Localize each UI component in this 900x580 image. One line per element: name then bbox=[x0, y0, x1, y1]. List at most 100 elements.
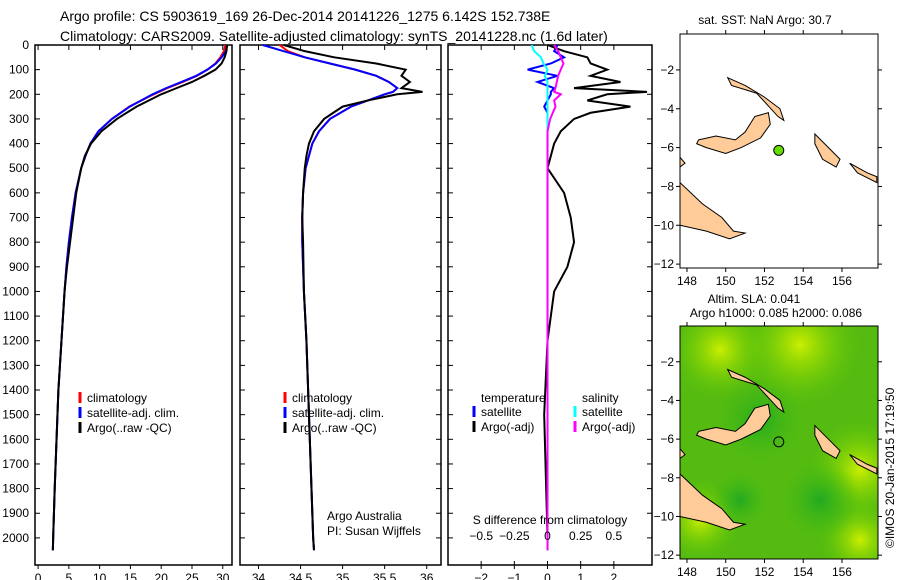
legend-label: satellite bbox=[582, 405, 623, 419]
legend-label: satellite-adj. clim. bbox=[292, 406, 384, 420]
map-frame bbox=[679, 33, 879, 269]
legend-label: climatology bbox=[87, 391, 147, 405]
y-tick-label: 900 bbox=[9, 260, 29, 274]
legend-label: satellite bbox=[481, 405, 522, 419]
x-tick-label: 0 bbox=[35, 571, 42, 580]
legend-title-salinity: salinity bbox=[582, 391, 619, 405]
y-tick-label: 0 bbox=[22, 38, 29, 52]
y-tick-label: 2000 bbox=[2, 531, 29, 545]
y-tick-label: −8 bbox=[660, 179, 674, 193]
x-tick-label-top: 0.5 bbox=[606, 529, 623, 543]
x-tick-label: 152 bbox=[754, 565, 774, 579]
land-polygon bbox=[726, 76, 785, 122]
x-tick-label: 156 bbox=[832, 274, 852, 288]
legend-label: Argo(..raw -QC) bbox=[87, 421, 172, 435]
y-tick-label: −8 bbox=[660, 471, 674, 485]
y-tick-label: 500 bbox=[9, 161, 29, 175]
legend-label: climatology bbox=[292, 391, 352, 405]
x-tick-label: 154 bbox=[793, 274, 813, 288]
series-line-satellite-adj-clim- bbox=[51, 44, 229, 551]
land-polygon bbox=[695, 112, 771, 154]
plot-frame bbox=[34, 44, 233, 566]
y-tick-label: 700 bbox=[9, 211, 29, 225]
x-tick-label: 150 bbox=[716, 565, 736, 579]
y-tick-label: −2 bbox=[660, 355, 674, 369]
y-tick-label: −10 bbox=[654, 509, 675, 523]
y-tick-label: 200 bbox=[9, 87, 29, 101]
x-tick-label: 15 bbox=[124, 571, 138, 580]
title-line-2: Climatology: CARS2009. Satellite-adjuste… bbox=[60, 28, 608, 44]
series-line-s-argo-adj- bbox=[546, 44, 565, 551]
land-polygon bbox=[695, 403, 771, 446]
land-polygon bbox=[726, 368, 785, 414]
land-polygon bbox=[849, 162, 878, 184]
y-tick-label: −10 bbox=[654, 218, 675, 232]
plot-frame bbox=[239, 44, 442, 566]
x-tick-label: 154 bbox=[793, 565, 813, 579]
temperature-panel: 051015202530temperature (deg C)010020030… bbox=[2, 38, 233, 580]
x-tick-label-top: 0.25 bbox=[569, 529, 593, 543]
y-tick-label: −12 bbox=[654, 548, 675, 562]
float-position-marker bbox=[773, 144, 785, 156]
legend-label: Argo(-adj) bbox=[481, 420, 534, 434]
y-tick-label: 1600 bbox=[2, 432, 29, 446]
land-polygon bbox=[680, 448, 686, 460]
legend-title-temperature: temperature bbox=[481, 391, 546, 405]
y-tick-label: −6 bbox=[660, 432, 674, 446]
x-tick-label: 5 bbox=[66, 571, 73, 580]
land-polygon bbox=[680, 181, 748, 240]
y-tick-label: 300 bbox=[9, 112, 29, 126]
y-tick-label: 600 bbox=[9, 186, 29, 200]
map-title-line-1: Altim. SLA: 0.041 bbox=[708, 292, 801, 306]
sla-map: 148 150 152 154 156 −2 −4 −6 −8 −10 −12 Altim. SLA:… bbox=[654, 292, 882, 579]
x-tick-label: 36 bbox=[420, 571, 434, 580]
x-tick-label: 34.5 bbox=[289, 571, 313, 580]
series-line-climatology bbox=[51, 44, 227, 551]
sla-low-patch bbox=[780, 460, 860, 540]
x-tick-label: 150 bbox=[716, 274, 736, 288]
map-title-line-2: Argo h1000: 0.085 h2000: 0.086 bbox=[690, 306, 862, 320]
y-tick-label: 1700 bbox=[2, 457, 29, 471]
difference-panel: −2−1012T difference from climatologytemp… bbox=[447, 44, 653, 580]
salinity-panel: 3434.53535.536salinityclimatologysatelli… bbox=[239, 44, 442, 580]
land-polygon bbox=[680, 156, 686, 168]
legend-label: Argo(-adj) bbox=[582, 420, 635, 434]
x-tick-label: 35 bbox=[336, 571, 350, 580]
y-tick-label: 800 bbox=[9, 235, 29, 249]
sst-map: 148 150 152 154 156 −2 −4 −6 −8 −10 −12 sat. SST: N… bbox=[654, 13, 882, 288]
series-line-climatology bbox=[278, 44, 399, 551]
map-content bbox=[680, 326, 878, 559]
series-line-argo-raw-qc- bbox=[51, 44, 229, 551]
x-tick-label: 30 bbox=[216, 571, 230, 580]
land-polygon bbox=[814, 424, 841, 460]
y-tick-label: 1800 bbox=[2, 482, 29, 496]
annotation-line-1: Argo Australia bbox=[327, 509, 402, 523]
series-line-t-argo-adj- bbox=[543, 44, 648, 551]
x-tick-label: 148 bbox=[677, 274, 697, 288]
x-tick-label-top: 0 bbox=[544, 529, 551, 543]
credit-text: ©IMOS 20-Jan-2015 17:19:50 bbox=[883, 387, 897, 548]
series-line-satellite-adj-clim- bbox=[262, 44, 399, 551]
y-tick-label: 400 bbox=[9, 137, 29, 151]
y-tick-label: 1300 bbox=[2, 358, 29, 372]
y-tick-label: 100 bbox=[9, 63, 29, 77]
float-position-marker bbox=[773, 436, 785, 448]
x-tick-label: 152 bbox=[754, 274, 774, 288]
x-tick-label: 35.5 bbox=[373, 571, 397, 580]
x-tick-label-top: −0.25 bbox=[499, 529, 530, 543]
map-content bbox=[680, 76, 878, 240]
x-tick-label: 0 bbox=[544, 571, 551, 580]
map-title: sat. SST: NaN Argo: 30.7 bbox=[698, 13, 832, 27]
x-tick-label-top: −0.5 bbox=[469, 529, 493, 543]
y-tick-label: −4 bbox=[660, 102, 674, 116]
y-tick-label: 1900 bbox=[2, 506, 29, 520]
x-tick-label: 2 bbox=[611, 571, 618, 580]
x-tick-label: 10 bbox=[93, 571, 107, 580]
map-frame bbox=[679, 325, 879, 560]
x-tick-label: 156 bbox=[832, 565, 852, 579]
y-tick-label: −4 bbox=[660, 393, 674, 407]
x-tick-label: −1 bbox=[507, 571, 521, 580]
y-tick-label: −6 bbox=[660, 141, 674, 155]
legend-label: satellite-adj. clim. bbox=[87, 406, 179, 420]
